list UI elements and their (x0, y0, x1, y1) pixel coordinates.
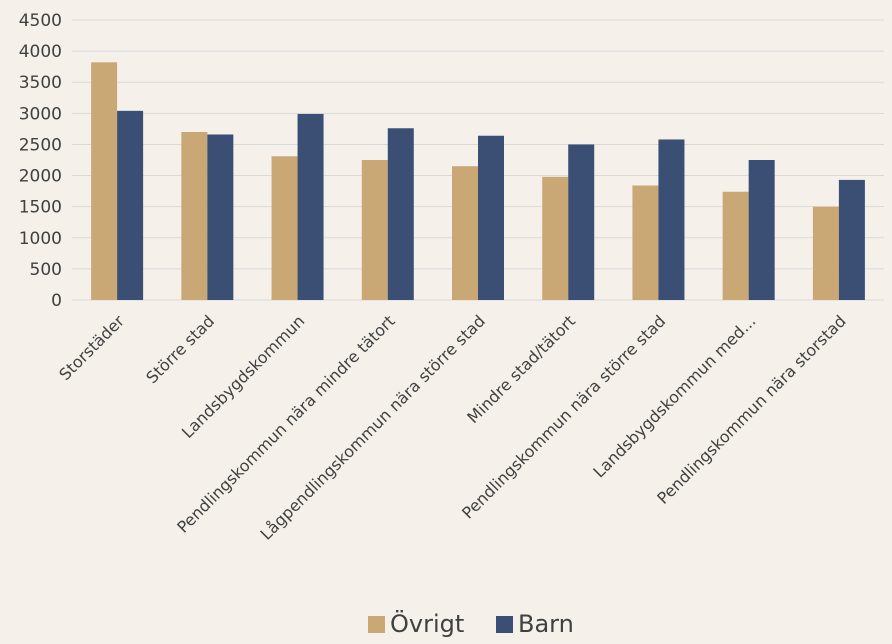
y-axis: 0 500 1000 1500 2000 2500 3000 3500 4000 4500 (19, 11, 62, 311)
x-category-label: Pendlingskommun nära större stad (458, 311, 669, 522)
bar-övrigt (812, 206, 839, 300)
legend-label: Övrigt (390, 609, 464, 638)
bar-övrigt (181, 132, 208, 300)
bar-övrigt (632, 185, 659, 300)
legend: Övrigt Barn (368, 609, 574, 638)
bar-barn (658, 139, 685, 300)
bar-barn (478, 135, 504, 300)
y-tick-label: 1500 (19, 198, 62, 218)
bar-barn (117, 110, 144, 300)
y-tick-label: 3500 (19, 73, 62, 93)
y-tick-label: 2500 (19, 135, 62, 155)
bar-övrigt (452, 166, 478, 300)
y-tick-label: 0 (51, 291, 62, 311)
x-category-label: Landsbygdskommun med... (589, 311, 759, 481)
bar-barn (838, 179, 865, 300)
y-tick-label: 2000 (19, 167, 62, 187)
legend-label: Barn (518, 610, 574, 638)
legend-swatch-övrigt (368, 616, 385, 633)
bar-övrigt (271, 156, 298, 300)
y-tick-label: 4000 (19, 42, 62, 62)
bar-barn (568, 144, 595, 300)
bar-barn (748, 160, 775, 300)
y-tick-label: 1000 (19, 229, 62, 249)
bar-övrigt (722, 191, 749, 300)
legend-swatch-barn (496, 616, 513, 633)
y-tick-label: 3000 (19, 104, 62, 124)
x-axis: Storstäder Större stadLandsbygdskommunPen… (55, 311, 849, 544)
bar-övrigt (91, 62, 118, 300)
x-category-label: Storstäder (55, 311, 128, 384)
x-category-label: Större stad (142, 311, 218, 387)
bar-barn (387, 128, 414, 300)
bar-barn (207, 134, 234, 300)
x-category-label: Pendlingskommun nära storstad (653, 311, 849, 507)
bar-barn (297, 113, 324, 300)
bar-övrigt (542, 176, 569, 300)
y-tick-label: 4500 (19, 11, 62, 31)
bars (91, 62, 865, 300)
y-tick-label: 500 (30, 260, 62, 280)
bar-övrigt (361, 160, 388, 300)
